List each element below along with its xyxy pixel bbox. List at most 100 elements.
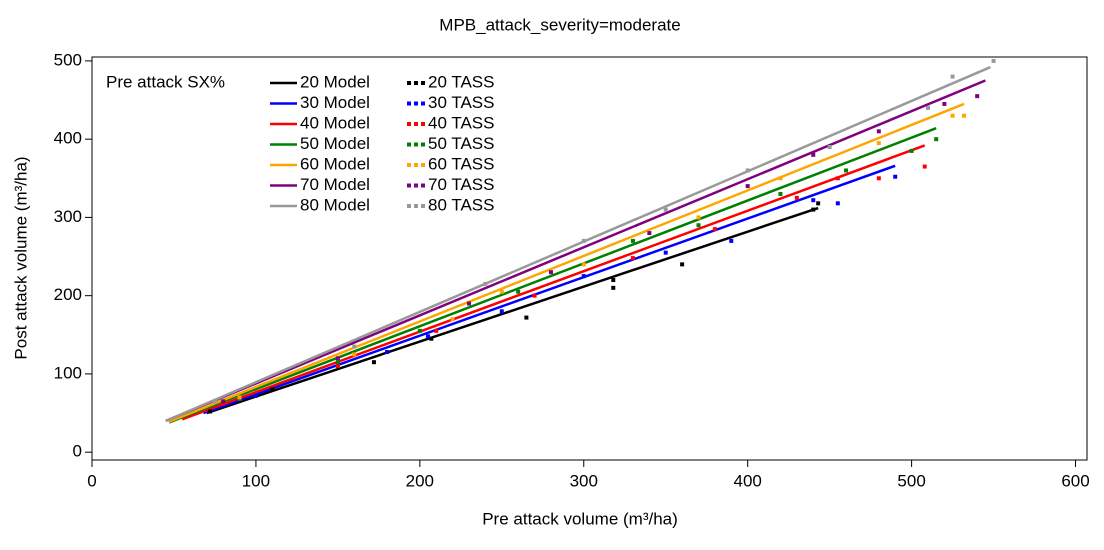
legend-label: 20 Model xyxy=(300,72,370,91)
tass-point xyxy=(811,198,816,203)
x-tick-label: 100 xyxy=(242,471,270,490)
tass-point xyxy=(778,176,783,181)
legend-title: Pre attack SX% xyxy=(106,72,225,91)
tass-point xyxy=(212,399,217,404)
tass-point xyxy=(499,289,504,294)
tass-point xyxy=(253,393,258,398)
tass-point xyxy=(581,238,586,243)
legend-label: 80 Model xyxy=(300,195,370,214)
legend-label: 50 TASS xyxy=(428,134,494,153)
tass-point xyxy=(893,174,898,179)
legend-swatch xyxy=(407,183,411,188)
tass-point xyxy=(352,352,357,357)
tass-point xyxy=(794,195,799,200)
x-tick-label: 500 xyxy=(897,471,925,490)
tass-point xyxy=(975,94,980,99)
tass-point xyxy=(811,207,816,212)
y-axis-label: Post attack volume (m³/ha) xyxy=(11,156,30,359)
tass-point xyxy=(221,399,226,404)
legend-label: 40 Model xyxy=(300,113,370,132)
tass-point xyxy=(426,334,431,339)
tass-point xyxy=(516,289,521,294)
x-tick-label: 200 xyxy=(406,471,434,490)
tass-point xyxy=(844,168,849,173)
tass-point xyxy=(680,262,685,267)
legend-swatch xyxy=(414,101,418,106)
legend-label: 60 Model xyxy=(300,154,370,173)
tass-point xyxy=(962,113,967,118)
legend-swatch xyxy=(414,183,418,188)
tass-point xyxy=(835,176,840,181)
x-tick-label: 0 xyxy=(87,471,96,490)
tass-point xyxy=(548,270,553,275)
legend-swatch xyxy=(421,163,425,167)
tass-point xyxy=(581,274,586,279)
tass-point xyxy=(876,129,881,134)
tass-point xyxy=(221,401,226,406)
tass-point xyxy=(922,164,927,169)
tass-point xyxy=(811,152,816,157)
tass-point xyxy=(934,137,939,142)
tass-point xyxy=(581,262,586,267)
tass-point xyxy=(663,207,668,212)
legend-swatch xyxy=(407,81,411,85)
model-line xyxy=(165,79,986,423)
legend-swatch xyxy=(414,204,418,208)
tass-point xyxy=(942,101,947,106)
tass-point xyxy=(450,317,455,322)
tass-point xyxy=(611,285,616,290)
tass-point xyxy=(352,344,357,349)
tass-point xyxy=(729,238,734,243)
x-tick-label: 600 xyxy=(1061,471,1089,490)
legend-label: 30 TASS xyxy=(428,93,494,112)
tass-point xyxy=(909,148,914,153)
tass-point xyxy=(335,360,340,365)
legend-label: 60 TASS xyxy=(428,154,494,173)
legend-label: 40 TASS xyxy=(428,113,494,132)
legend-swatch xyxy=(414,122,418,126)
tass-point xyxy=(696,223,701,228)
tass-point xyxy=(630,238,635,243)
legend-swatch xyxy=(421,183,425,188)
tass-point xyxy=(467,301,472,306)
tass-point xyxy=(611,278,616,283)
tass-point xyxy=(237,395,242,400)
model-line xyxy=(181,144,926,421)
tass-point xyxy=(696,215,701,220)
legend-swatch xyxy=(421,81,425,85)
tass-point xyxy=(429,336,434,341)
model-line xyxy=(168,102,965,423)
legend-label: 50 Model xyxy=(300,134,370,153)
y-tick-label: 300 xyxy=(54,207,82,226)
tass-point xyxy=(950,113,955,118)
legend-label: 70 Model xyxy=(300,175,370,194)
tass-point xyxy=(876,141,881,146)
y-tick-label: 100 xyxy=(54,363,82,382)
model-line xyxy=(165,66,991,423)
tass-point xyxy=(778,191,783,196)
plot-frame xyxy=(91,56,1088,461)
legend-swatch xyxy=(407,101,411,106)
tass-point xyxy=(745,168,750,173)
x-axis-label: Pre attack volume (m³/ha) xyxy=(482,509,678,528)
tass-point xyxy=(335,364,340,369)
tass-point xyxy=(630,256,635,261)
tass-point xyxy=(835,201,840,206)
tass-point xyxy=(483,281,488,286)
legend-swatch xyxy=(407,142,411,147)
tass-point xyxy=(434,328,439,333)
chart-title: MPB_attack_severity=moderate xyxy=(439,15,680,34)
y-tick-label: 0 xyxy=(73,442,82,461)
legend-label: 20 TASS xyxy=(428,72,494,91)
tass-point xyxy=(876,176,881,181)
legend-swatch xyxy=(407,204,411,208)
legend-swatch xyxy=(407,122,411,126)
tass-point xyxy=(499,309,504,314)
x-tick-label: 400 xyxy=(733,471,761,490)
y-tick-label: 400 xyxy=(54,129,82,148)
tass-point xyxy=(417,328,422,333)
legend-swatch xyxy=(414,81,418,85)
tass-point xyxy=(270,387,275,392)
